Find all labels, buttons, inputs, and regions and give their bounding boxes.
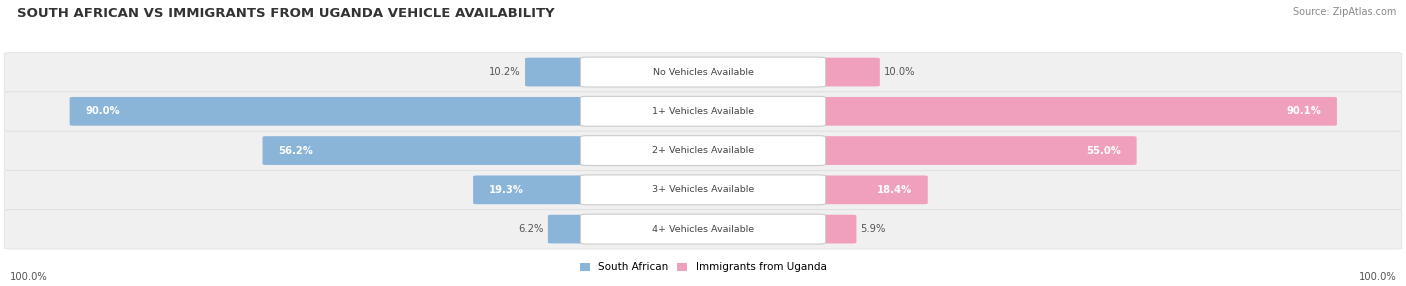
FancyBboxPatch shape xyxy=(814,136,1136,165)
Text: 90.1%: 90.1% xyxy=(1286,106,1322,116)
FancyBboxPatch shape xyxy=(581,136,825,166)
FancyBboxPatch shape xyxy=(4,92,1402,131)
FancyBboxPatch shape xyxy=(70,97,592,126)
FancyBboxPatch shape xyxy=(474,176,592,204)
FancyBboxPatch shape xyxy=(581,57,825,87)
FancyBboxPatch shape xyxy=(581,96,825,126)
Text: 19.3%: 19.3% xyxy=(488,185,523,195)
Text: 56.2%: 56.2% xyxy=(278,146,312,156)
FancyBboxPatch shape xyxy=(263,136,592,165)
Text: Source: ZipAtlas.com: Source: ZipAtlas.com xyxy=(1294,7,1396,17)
FancyBboxPatch shape xyxy=(814,215,856,243)
FancyBboxPatch shape xyxy=(4,210,1402,249)
Text: 90.0%: 90.0% xyxy=(84,106,120,116)
FancyBboxPatch shape xyxy=(548,215,592,243)
FancyBboxPatch shape xyxy=(814,58,880,86)
Legend: South African, Immigrants from Uganda: South African, Immigrants from Uganda xyxy=(575,258,831,277)
FancyBboxPatch shape xyxy=(814,176,928,204)
Text: 5.9%: 5.9% xyxy=(860,224,886,234)
Text: 4+ Vehicles Available: 4+ Vehicles Available xyxy=(652,225,754,234)
FancyBboxPatch shape xyxy=(581,175,825,205)
FancyBboxPatch shape xyxy=(4,53,1402,92)
Text: 10.0%: 10.0% xyxy=(884,67,915,77)
Text: 1+ Vehicles Available: 1+ Vehicles Available xyxy=(652,107,754,116)
Text: 10.2%: 10.2% xyxy=(489,67,520,77)
Text: 100.0%: 100.0% xyxy=(10,272,48,282)
FancyBboxPatch shape xyxy=(4,170,1402,210)
Text: 100.0%: 100.0% xyxy=(1358,272,1396,282)
FancyBboxPatch shape xyxy=(581,214,825,244)
Text: 2+ Vehicles Available: 2+ Vehicles Available xyxy=(652,146,754,155)
Text: 3+ Vehicles Available: 3+ Vehicles Available xyxy=(652,185,754,194)
FancyBboxPatch shape xyxy=(524,58,592,86)
Text: 6.2%: 6.2% xyxy=(519,224,544,234)
Text: 55.0%: 55.0% xyxy=(1087,146,1121,156)
Text: No Vehicles Available: No Vehicles Available xyxy=(652,67,754,77)
Text: SOUTH AFRICAN VS IMMIGRANTS FROM UGANDA VEHICLE AVAILABILITY: SOUTH AFRICAN VS IMMIGRANTS FROM UGANDA … xyxy=(17,7,554,20)
FancyBboxPatch shape xyxy=(814,97,1337,126)
FancyBboxPatch shape xyxy=(4,131,1402,170)
Text: 18.4%: 18.4% xyxy=(877,185,912,195)
